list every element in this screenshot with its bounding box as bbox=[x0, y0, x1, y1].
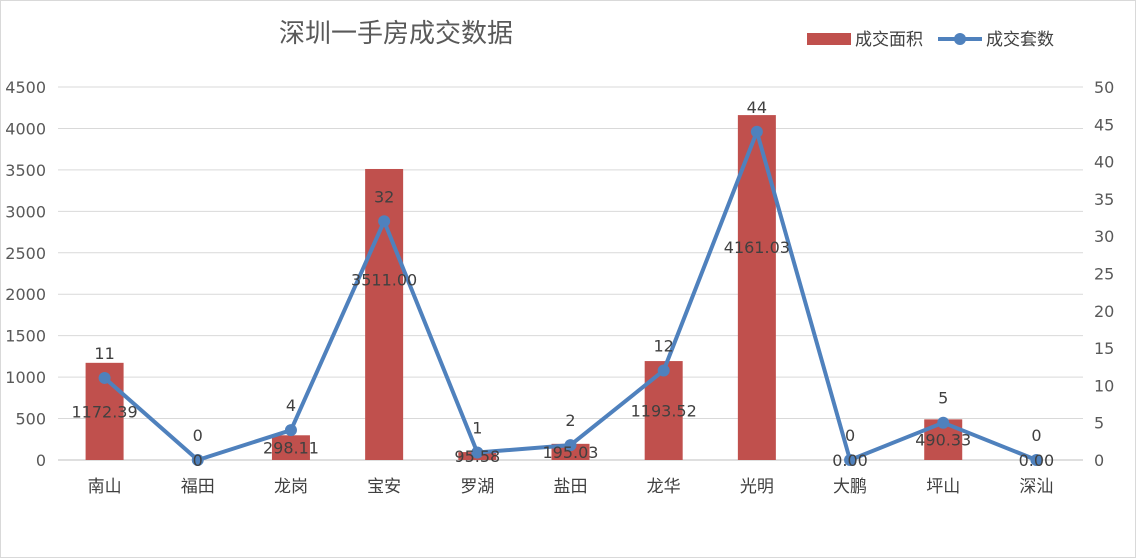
y-right-tick-label: 35 bbox=[1094, 190, 1114, 209]
line-value-label: 12 bbox=[654, 336, 674, 355]
bar-value-label: 0 bbox=[193, 451, 203, 470]
line-value-label: 0 bbox=[193, 426, 203, 445]
legend-swatch-area bbox=[807, 33, 851, 45]
bar bbox=[365, 168, 404, 460]
bar-series bbox=[85, 115, 963, 460]
x-tick-label: 罗湖 bbox=[460, 477, 494, 497]
y-left-tick-label: 0 bbox=[36, 451, 46, 470]
line-value-label: 2 bbox=[565, 411, 575, 430]
y-left-tick-label: 3000 bbox=[5, 202, 46, 221]
legend: 成交面积 成交套数 bbox=[807, 30, 1054, 50]
line-point bbox=[191, 454, 204, 466]
gridlines bbox=[58, 86, 1083, 461]
x-tick-label: 龙岗 bbox=[274, 477, 308, 497]
bar-value-label: 3511.00 bbox=[351, 270, 417, 289]
y-left-tick-label: 1500 bbox=[5, 327, 46, 346]
line-point bbox=[1030, 454, 1043, 466]
line-value-label: 0 bbox=[1031, 426, 1041, 445]
line-value-label: 5 bbox=[938, 389, 948, 408]
legend-label-count: 成交套数 bbox=[986, 30, 1054, 50]
bar-value-label: 195.03 bbox=[543, 443, 599, 462]
bar bbox=[644, 361, 683, 460]
legend-label-area: 成交面积 bbox=[855, 30, 923, 50]
y-right-tick-label: 10 bbox=[1094, 376, 1114, 395]
y-right-tick-label: 30 bbox=[1094, 227, 1114, 246]
data-labels: 1172.39 0 298.11 3511.00 95.58 195.03 1193.52 4… bbox=[72, 98, 1055, 470]
y-right-tick-label: 20 bbox=[1094, 302, 1114, 321]
x-tick-label: 深汕 bbox=[1019, 477, 1053, 497]
bar bbox=[271, 435, 310, 460]
y-left-tick-label: 3500 bbox=[5, 161, 46, 180]
x-tick-label: 盐田 bbox=[554, 477, 588, 497]
line-point bbox=[564, 439, 577, 452]
bar-value-label: 490.33 bbox=[915, 431, 971, 450]
x-tick-label: 大鹏 bbox=[833, 477, 867, 497]
line-value-label: 1 bbox=[472, 419, 482, 438]
line-value-label: 0 bbox=[845, 426, 855, 445]
y-left-tick-label: 2000 bbox=[5, 285, 46, 304]
y-axis-right: 0 5 10 15 20 25 30 35 40 45 50 bbox=[1094, 78, 1114, 470]
bar-value-label: 4161.03 bbox=[724, 238, 790, 257]
bar-value-label: 1193.52 bbox=[631, 402, 697, 421]
line-value-label: 32 bbox=[374, 187, 394, 206]
chart-title: 深圳一手房成交数据 bbox=[279, 19, 513, 49]
bar-value-label: 298.11 bbox=[263, 439, 319, 458]
y-right-tick-label: 15 bbox=[1094, 339, 1114, 358]
y-axis-left: 0 500 1000 1500 2000 2500 3000 3500 4000 4500 bbox=[5, 78, 46, 470]
line-value-label: 11 bbox=[94, 344, 114, 363]
line-point bbox=[844, 454, 857, 466]
line-point bbox=[750, 125, 763, 138]
y-left-tick-label: 1000 bbox=[5, 368, 46, 387]
line-value-label: 44 bbox=[747, 98, 767, 117]
y-left-tick-label: 4500 bbox=[5, 78, 46, 97]
y-right-tick-label: 40 bbox=[1094, 153, 1114, 172]
line-point bbox=[98, 371, 111, 384]
x-tick-label: 南山 bbox=[88, 477, 122, 497]
bar bbox=[551, 443, 590, 460]
line-point bbox=[471, 446, 484, 459]
bar-value-label: 0.00 bbox=[832, 451, 868, 470]
y-right-tick-label: 45 bbox=[1094, 115, 1114, 134]
x-axis: 南山 福田 龙岗 宝安 罗湖 盐田 龙华 光明 大鹏 坪山 深汕 bbox=[88, 477, 1054, 497]
y-left-tick-label: 2500 bbox=[5, 244, 46, 263]
x-tick-label: 宝安 bbox=[367, 477, 401, 497]
y-right-tick-label: 0 bbox=[1094, 451, 1104, 470]
x-tick-label: 光明 bbox=[740, 477, 774, 497]
x-tick-label: 福田 bbox=[181, 477, 215, 497]
x-tick-label: 龙华 bbox=[647, 477, 681, 497]
bar-value-label: 1172.39 bbox=[72, 402, 138, 421]
line-point bbox=[284, 424, 297, 437]
line-series bbox=[98, 125, 1043, 466]
line-point bbox=[657, 364, 670, 377]
bar-value-label: 95.58 bbox=[454, 447, 500, 466]
line-point bbox=[378, 215, 391, 228]
y-right-tick-label: 50 bbox=[1094, 78, 1114, 97]
line-point bbox=[937, 416, 950, 429]
bar-value-label: 0.00 bbox=[1019, 451, 1055, 470]
x-tick-label: 坪山 bbox=[926, 477, 960, 497]
line-value-label: 4 bbox=[286, 396, 296, 415]
y-right-tick-label: 25 bbox=[1094, 265, 1114, 284]
legend-marker-count bbox=[954, 33, 966, 45]
y-right-tick-label: 5 bbox=[1094, 414, 1104, 433]
y-left-tick-label: 500 bbox=[15, 410, 46, 429]
y-left-tick-label: 4000 bbox=[5, 119, 46, 138]
